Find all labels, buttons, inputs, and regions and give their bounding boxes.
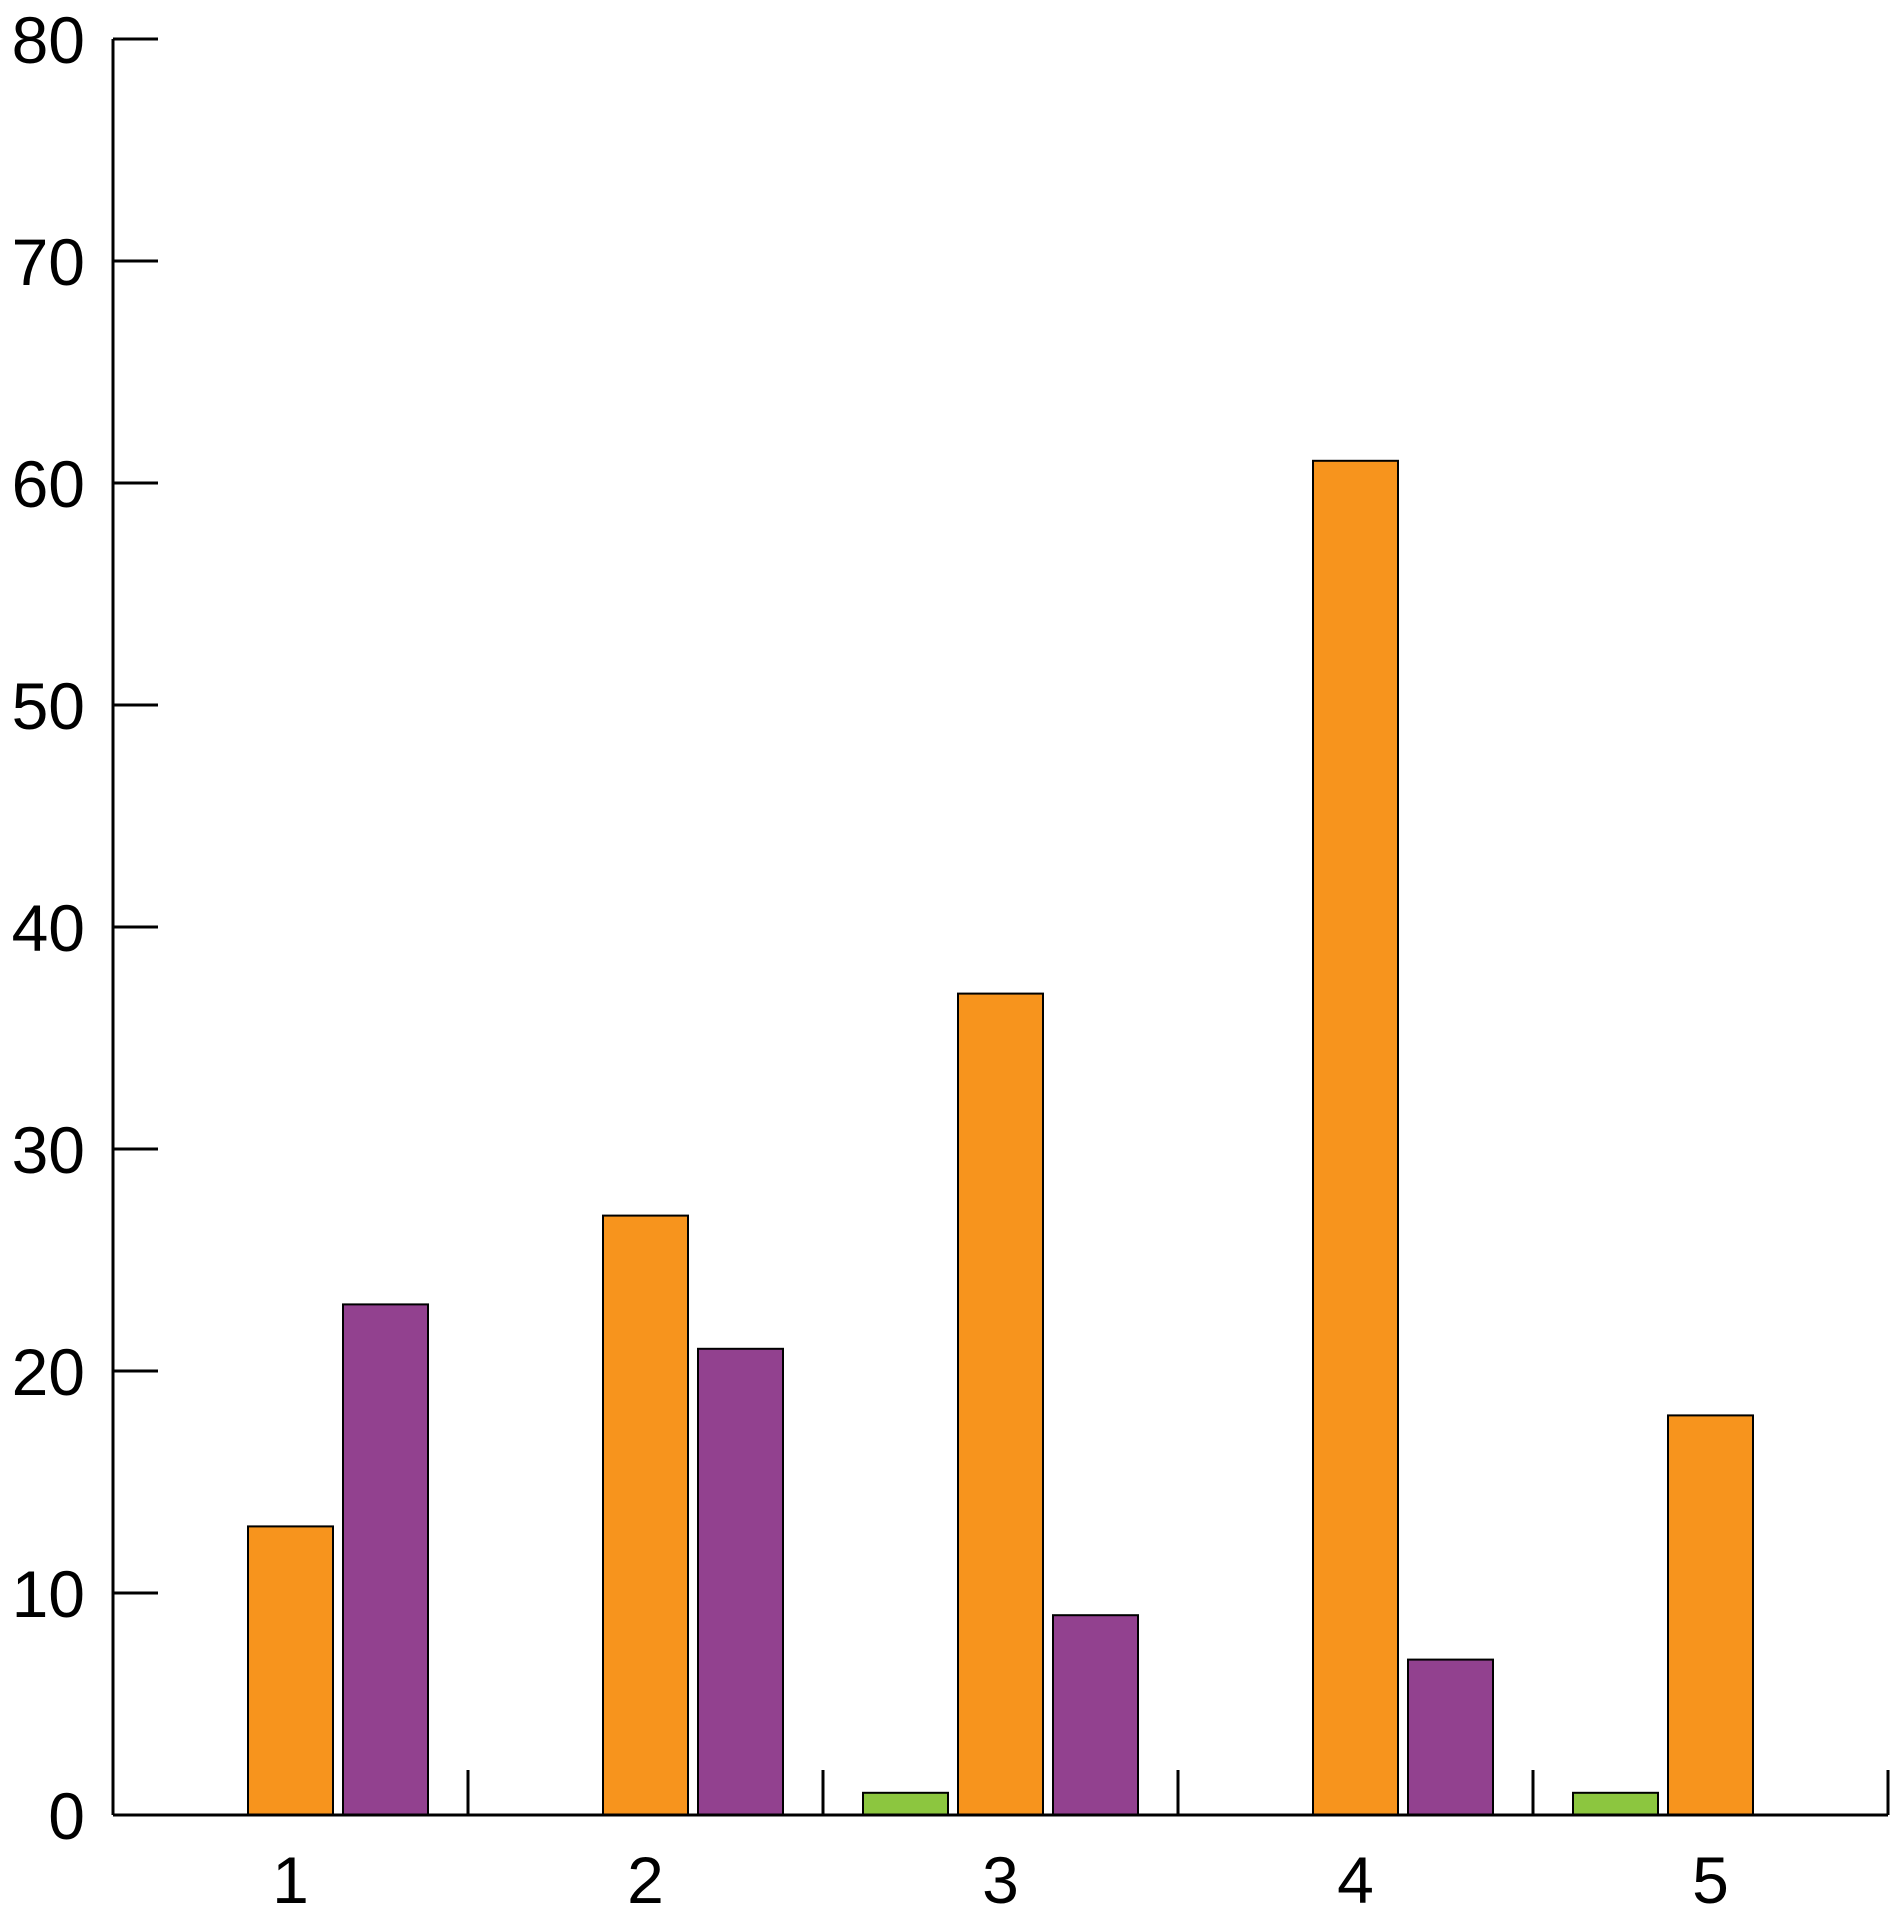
x-ticks: 1 2 3 4 5 xyxy=(272,1770,1890,1917)
x-tick-label: 2 xyxy=(627,1843,664,1917)
bar xyxy=(342,1303,429,1817)
y-tick-label: 80 xyxy=(12,3,85,77)
y-tick-label: 0 xyxy=(48,1779,85,1853)
y-ticks: 0 10 20 30 40 50 60 70 80 xyxy=(12,3,158,1853)
y-tick-label: 20 xyxy=(12,1335,85,1409)
y-tick-label: 60 xyxy=(12,447,85,521)
bar xyxy=(1667,1414,1754,1817)
bar xyxy=(862,1791,949,1817)
x-tick-label: 1 xyxy=(272,1843,309,1917)
bars-layer xyxy=(247,459,1754,1817)
y-tick-label: 40 xyxy=(12,891,85,965)
bar xyxy=(1572,1791,1659,1817)
x-tick-label: 4 xyxy=(1337,1843,1374,1917)
bar xyxy=(1407,1658,1494,1816)
y-tick-label: 70 xyxy=(12,225,85,299)
bar xyxy=(602,1214,689,1816)
bar xyxy=(957,992,1044,1816)
y-tick-label: 10 xyxy=(12,1557,85,1631)
x-tick-label: 3 xyxy=(982,1843,1019,1917)
y-tick-label: 30 xyxy=(12,1113,85,1187)
bar xyxy=(1052,1614,1139,1816)
bar xyxy=(697,1347,784,1817)
bar xyxy=(247,1525,334,1817)
bar xyxy=(1312,459,1399,1816)
y-tick-label: 50 xyxy=(12,669,85,743)
x-tick-label: 5 xyxy=(1692,1843,1729,1917)
